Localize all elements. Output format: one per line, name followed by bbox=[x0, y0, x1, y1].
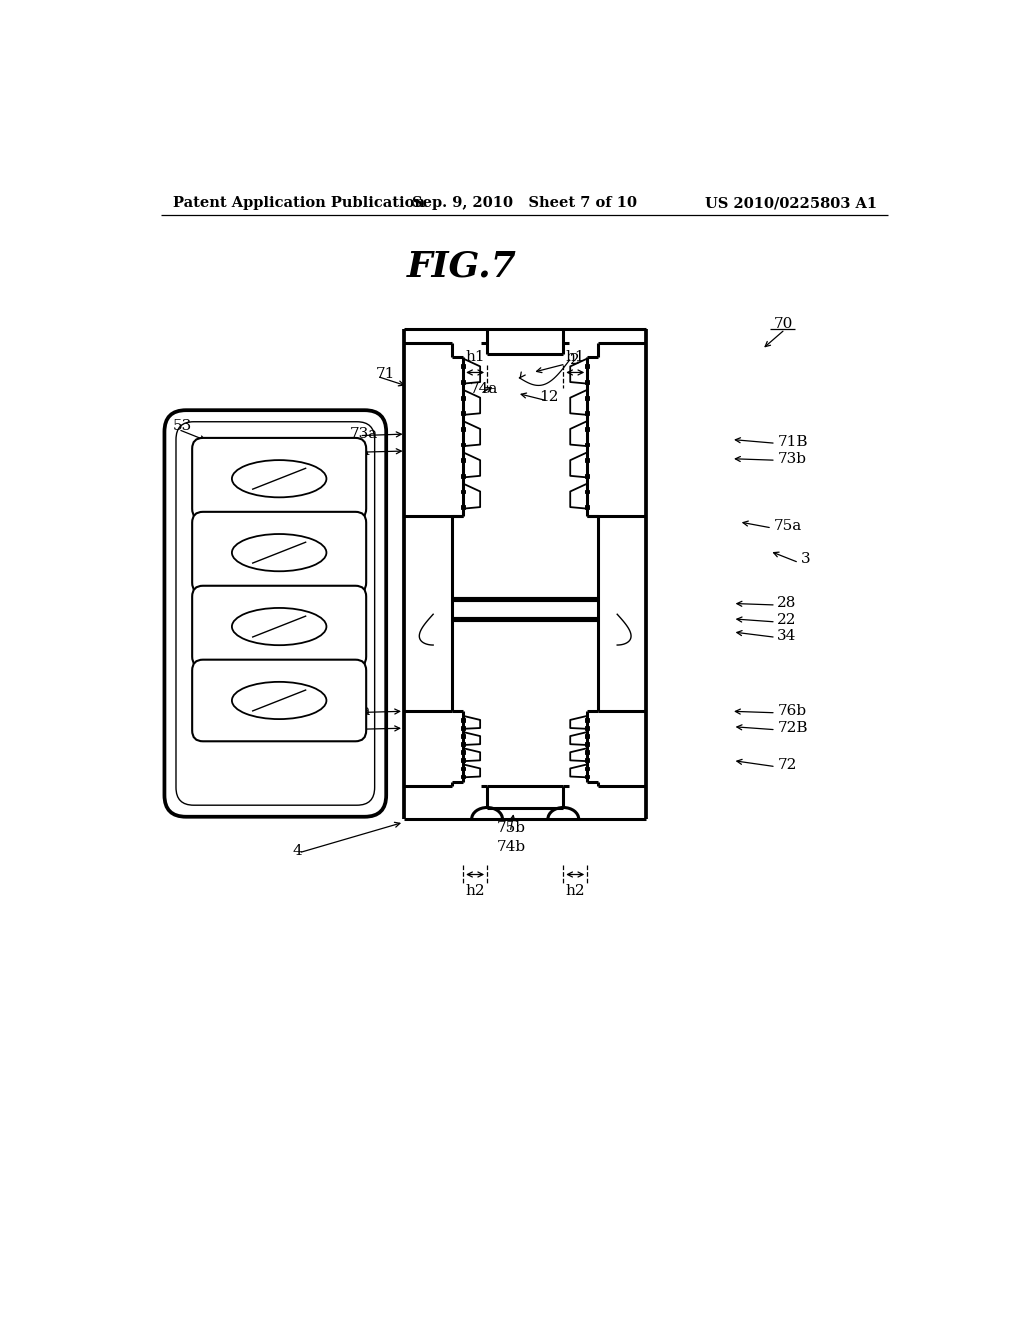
Bar bbox=[586, 750, 589, 754]
Text: US 2010/0225803 A1: US 2010/0225803 A1 bbox=[705, 197, 877, 210]
Text: 71: 71 bbox=[376, 367, 395, 381]
Text: 34: 34 bbox=[777, 628, 797, 643]
Bar bbox=[586, 442, 589, 446]
Text: Sep. 9, 2010   Sheet 7 of 10: Sep. 9, 2010 Sheet 7 of 10 bbox=[413, 197, 637, 210]
Bar bbox=[461, 458, 465, 462]
Text: 12: 12 bbox=[539, 391, 558, 404]
Text: 22: 22 bbox=[777, 614, 797, 627]
Bar bbox=[461, 474, 465, 478]
Text: 75b: 75b bbox=[498, 821, 526, 836]
Text: 72: 72 bbox=[777, 758, 797, 772]
Text: 71A: 71A bbox=[340, 444, 371, 458]
Text: 3: 3 bbox=[801, 552, 810, 566]
FancyBboxPatch shape bbox=[193, 438, 367, 520]
Text: 74a: 74a bbox=[469, 383, 498, 396]
Text: h1: h1 bbox=[565, 350, 585, 364]
Bar bbox=[586, 759, 589, 762]
Bar bbox=[586, 380, 589, 384]
Bar bbox=[461, 490, 465, 494]
Text: 71B: 71B bbox=[777, 434, 808, 449]
Bar bbox=[461, 759, 465, 762]
Text: FIG.7: FIG.7 bbox=[407, 249, 516, 284]
FancyBboxPatch shape bbox=[193, 586, 367, 668]
Bar bbox=[461, 726, 465, 730]
Bar bbox=[586, 396, 589, 400]
Text: 72A: 72A bbox=[333, 721, 362, 735]
Bar bbox=[461, 364, 465, 368]
Ellipse shape bbox=[231, 461, 327, 498]
Text: 75a: 75a bbox=[773, 520, 802, 533]
Text: h1: h1 bbox=[465, 350, 484, 364]
FancyBboxPatch shape bbox=[165, 411, 386, 817]
Bar bbox=[461, 396, 465, 400]
Text: 76b: 76b bbox=[777, 705, 807, 718]
Text: 73b: 73b bbox=[777, 451, 806, 466]
Bar bbox=[461, 442, 465, 446]
Ellipse shape bbox=[231, 682, 327, 719]
Bar bbox=[586, 718, 589, 722]
Bar bbox=[586, 458, 589, 462]
Text: 72B: 72B bbox=[777, 721, 808, 735]
Bar bbox=[461, 734, 465, 738]
Bar bbox=[461, 380, 465, 384]
Bar bbox=[461, 718, 465, 722]
Bar bbox=[461, 412, 465, 416]
Bar bbox=[586, 734, 589, 738]
Bar bbox=[586, 767, 589, 771]
Text: 28: 28 bbox=[777, 597, 797, 610]
Text: 21a: 21a bbox=[223, 578, 252, 593]
Text: 53: 53 bbox=[173, 420, 193, 433]
Text: h2: h2 bbox=[465, 884, 484, 899]
Bar bbox=[461, 506, 465, 510]
Bar bbox=[586, 412, 589, 416]
FancyBboxPatch shape bbox=[176, 422, 375, 805]
FancyBboxPatch shape bbox=[193, 660, 367, 742]
Bar bbox=[461, 767, 465, 771]
Bar bbox=[461, 750, 465, 754]
Text: 76a: 76a bbox=[342, 705, 371, 718]
Bar bbox=[461, 426, 465, 430]
Bar bbox=[461, 742, 465, 746]
Bar bbox=[586, 490, 589, 494]
Ellipse shape bbox=[231, 609, 327, 645]
Bar bbox=[586, 426, 589, 430]
Bar bbox=[586, 775, 589, 779]
Bar bbox=[586, 742, 589, 746]
FancyBboxPatch shape bbox=[193, 512, 367, 594]
Text: 74b: 74b bbox=[497, 840, 526, 854]
Text: 70: 70 bbox=[773, 317, 793, 331]
Bar bbox=[461, 775, 465, 779]
Ellipse shape bbox=[231, 535, 327, 572]
Text: 73a: 73a bbox=[350, 428, 378, 441]
Text: h2: h2 bbox=[565, 884, 585, 899]
Bar bbox=[586, 726, 589, 730]
Text: Patent Application Publication: Patent Application Publication bbox=[173, 197, 425, 210]
Bar bbox=[586, 506, 589, 510]
Text: 21: 21 bbox=[245, 540, 264, 554]
Bar bbox=[586, 474, 589, 478]
Text: 4: 4 bbox=[292, 845, 302, 858]
Text: 2: 2 bbox=[569, 354, 580, 367]
Bar bbox=[586, 364, 589, 368]
Text: 56: 56 bbox=[237, 558, 256, 572]
